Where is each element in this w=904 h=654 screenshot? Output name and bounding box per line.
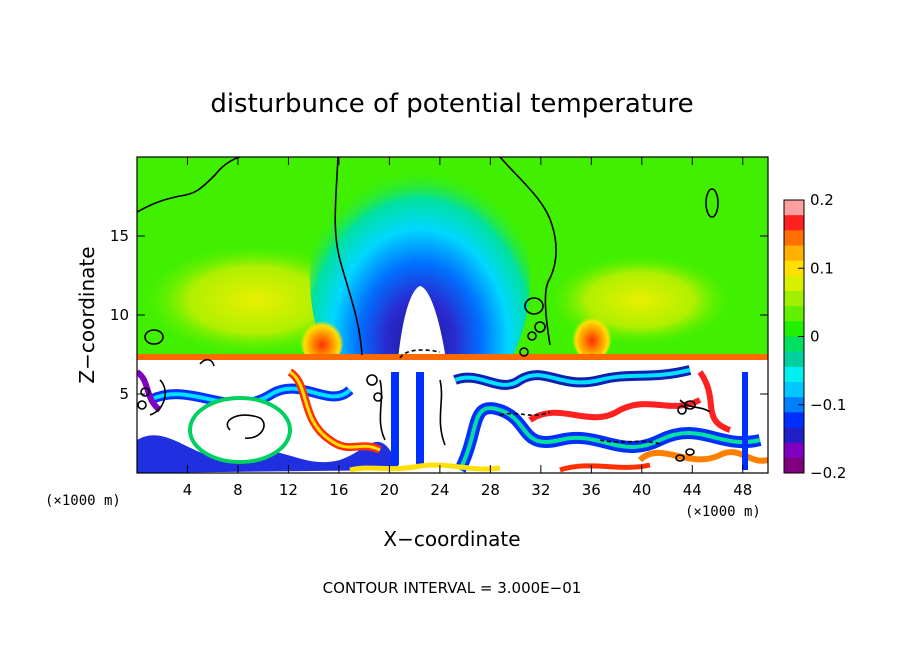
- y-axis: 5 10 15: [110, 227, 768, 403]
- colorbar-swatch: [784, 275, 804, 292]
- x-tick-label: 24: [430, 481, 449, 499]
- contour-interval-note: CONTOUR INTERVAL = 3.000E−01: [323, 579, 582, 597]
- x-tick-label: 44: [683, 481, 702, 499]
- x-tick-label: 4: [183, 481, 193, 499]
- y-axis-label: Z−coordinate: [75, 246, 99, 383]
- colorbar-tick-label: 0.2: [810, 191, 834, 209]
- colorbar-swatch: [784, 366, 804, 383]
- colorbar-swatch: [784, 245, 804, 262]
- x-tick-label: 8: [233, 481, 243, 499]
- y-tick-label: 10: [110, 306, 129, 324]
- colorbar-swatch: [784, 382, 804, 398]
- colorbar-swatch: [784, 321, 804, 337]
- colorbar-tick-label: 0: [810, 328, 820, 346]
- x-tick-label: 40: [632, 481, 651, 499]
- plume-core: [398, 286, 446, 360]
- colorbar-swatch: [784, 442, 804, 459]
- x-axis: 4 8 12 16 20 24 28 32 36 40 44 48: [183, 157, 752, 499]
- colorbar-swatch: [784, 291, 804, 307]
- x-unit-label-left: (×1000 m): [45, 493, 121, 509]
- colorbar-tick-label: −0.1: [810, 396, 846, 414]
- x-unit-label-right: (×1000 m): [685, 504, 761, 520]
- x-tick-label: 36: [582, 481, 601, 499]
- y-tick-label: 5: [119, 385, 129, 403]
- boundary-layer-line: [137, 354, 768, 360]
- chart-title: disturbunce of potential temperature: [210, 89, 693, 119]
- colorbar-swatch: [784, 306, 804, 322]
- x-tick-label: 16: [329, 481, 348, 499]
- colorbar-swatch: [784, 200, 804, 216]
- colorbar-ticks: 0.2 0.1 0 −0.1 −0.2: [798, 191, 846, 482]
- colorbar-tick-label: −0.2: [810, 464, 846, 482]
- x-tick-label: 12: [279, 481, 298, 499]
- orange-spot-right: [572, 312, 612, 360]
- x-tick-label: 28: [481, 481, 500, 499]
- x-tick-label: 48: [733, 481, 752, 499]
- mixed-layer: [137, 360, 768, 473]
- colorbar-swatch: [784, 412, 804, 428]
- colorbar-swatch: [784, 397, 804, 413]
- x-axis-label: X−coordinate: [383, 527, 520, 551]
- contour-lines: [137, 157, 719, 462]
- plot-area: [137, 157, 768, 473]
- colorbar-swatch: [784, 260, 804, 277]
- colorbar-swatch: [784, 215, 804, 231]
- colorbar: [784, 200, 804, 474]
- orange-spot-left: [300, 316, 344, 364]
- x-tick-label: 20: [380, 481, 399, 499]
- colorbar-swatch: [784, 457, 804, 474]
- colorbar-swatch: [784, 336, 804, 353]
- colorbar-tick-label: 0.1: [810, 259, 834, 277]
- colorbar-swatch: [784, 427, 804, 444]
- colorbar-swatch: [784, 230, 804, 246]
- x-tick-label: 32: [531, 481, 550, 499]
- y-tick-label: 15: [110, 227, 129, 245]
- colorbar-swatch: [784, 351, 804, 368]
